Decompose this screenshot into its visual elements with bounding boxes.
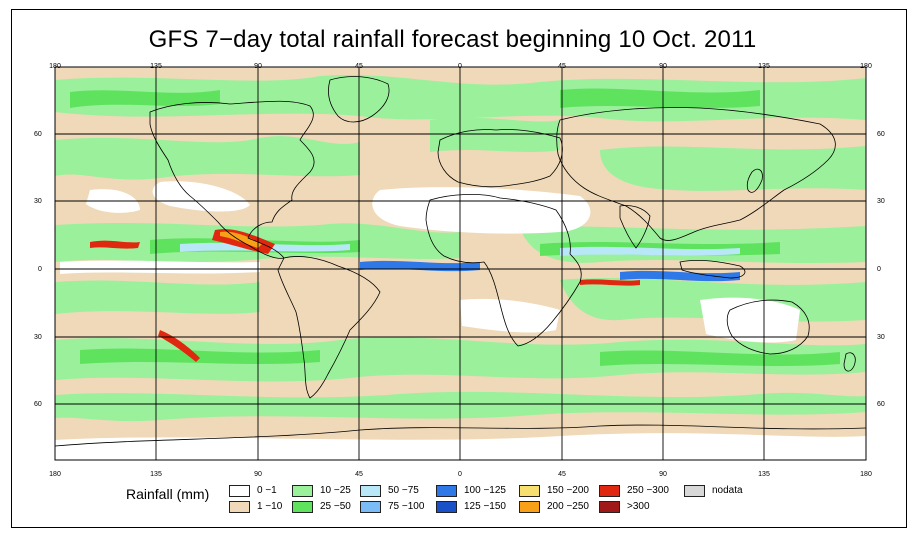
- europe-outline: [437, 129, 563, 188]
- indonesia-outline: [679, 259, 746, 279]
- lat-label: 60: [877, 131, 885, 138]
- lon-label: 135: [150, 471, 162, 478]
- lon-label: 135: [150, 63, 162, 70]
- legend-swatch-10-25: [292, 485, 313, 497]
- lon-label: 45: [355, 63, 363, 70]
- lat-label: 60: [877, 401, 885, 408]
- greenland-outline: [328, 76, 390, 123]
- legend-swatch-gt-300: [599, 501, 620, 513]
- legend-label: >300: [627, 501, 650, 512]
- legend-label: nodata: [712, 485, 743, 496]
- legend-swatch-250-300: [599, 485, 620, 497]
- lon-label: 45: [355, 471, 363, 478]
- lon-label: 135: [758, 63, 770, 70]
- lat-label: 0: [877, 266, 881, 273]
- legend-label: 100 −125: [464, 485, 506, 496]
- lat-label: 30: [877, 198, 885, 205]
- lat-label: 60: [34, 131, 42, 138]
- legend-swatch-1-10: [229, 501, 250, 513]
- lat-label: 30: [34, 198, 42, 205]
- legend-swatch-75-100: [360, 501, 381, 513]
- lon-label: 180: [49, 471, 61, 478]
- legend-swatch-50-75: [360, 485, 381, 497]
- australia-outline: [726, 299, 810, 355]
- africa-outline: [425, 193, 582, 347]
- japan-outline: [746, 168, 763, 193]
- lon-label: 180: [860, 63, 872, 70]
- lon-label: 90: [254, 63, 262, 70]
- map-plot-area: [55, 67, 866, 460]
- legend-label: 125 −150: [464, 501, 506, 512]
- legend-swatch-150-200: [519, 485, 540, 497]
- south-america-outline: [277, 256, 381, 399]
- legend-label: 250 −300: [627, 485, 669, 496]
- lat-label: 30: [877, 334, 885, 341]
- map-title: GFS 7−day total rainfall forecast beginn…: [148, 26, 757, 53]
- continent-outlines: [55, 76, 866, 447]
- map-border: [54, 66, 867, 461]
- lon-label: 135: [758, 471, 770, 478]
- legend-label: 1 −10: [257, 501, 283, 512]
- legend-label: 10 −25: [320, 485, 351, 496]
- rain-200-250-regions: [220, 231, 262, 248]
- lon-label: 180: [860, 471, 872, 478]
- new-zealand-outline: [843, 352, 856, 372]
- legend-label: 0 −1: [257, 485, 277, 496]
- legend-swatch-nodata: [684, 485, 705, 497]
- map-frame: [11, 9, 907, 528]
- legend-label: 75 −100: [388, 501, 425, 512]
- legend-title: Rainfall (mm): [126, 486, 210, 502]
- legend-swatch-25-50: [292, 501, 313, 513]
- india-outline: [619, 205, 651, 249]
- lon-label: 0: [458, 471, 462, 478]
- lat-labels-right: 60 30 0 30 60: [877, 131, 885, 408]
- lon-label: 90: [659, 471, 667, 478]
- legend-swatch-125-150: [436, 501, 457, 513]
- graticule: [55, 67, 866, 460]
- asia-outline: [556, 107, 836, 241]
- lat-label: 30: [34, 334, 42, 341]
- lon-label: 90: [254, 471, 262, 478]
- lon-labels-top: 180 135 90 45 0 45 90 135 180: [49, 63, 872, 70]
- legend-label: 150 −200: [547, 485, 589, 496]
- lon-labels-bottom: 180 135 90 45 0 45 90 135 180: [49, 471, 872, 478]
- antarctica-outline: [55, 424, 866, 447]
- legend-label: 25 −50: [320, 501, 351, 512]
- north-america-outline: [149, 100, 315, 259]
- lon-label: 45: [558, 63, 566, 70]
- legend-label: 50 −75: [388, 485, 419, 496]
- lon-label: 0: [458, 63, 462, 70]
- lat-label: 0: [38, 266, 42, 273]
- lat-labels-left: 60 30 0 30 60: [34, 131, 42, 408]
- legend-swatch-100-125: [436, 485, 457, 497]
- lon-label: 180: [49, 63, 61, 70]
- lat-label: 60: [34, 401, 42, 408]
- lon-label: 45: [558, 471, 566, 478]
- legend-swatch-200-250: [519, 501, 540, 513]
- legend-label: 200 −250: [547, 501, 589, 512]
- lon-label: 90: [659, 63, 667, 70]
- legend-swatch-0-1: [229, 485, 250, 497]
